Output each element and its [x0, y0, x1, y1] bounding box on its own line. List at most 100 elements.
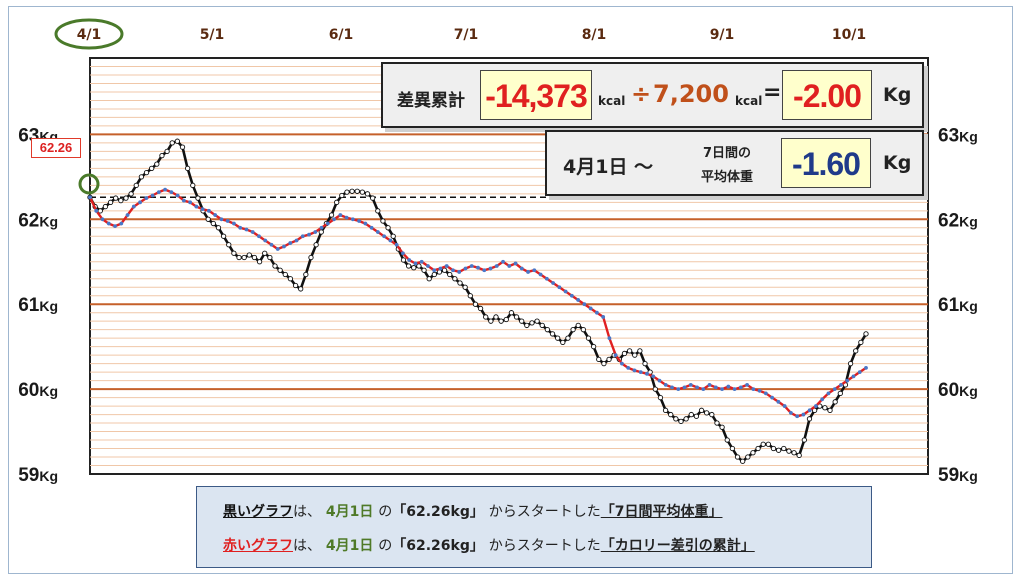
series-black-point — [585, 335, 592, 341]
series-black-point — [267, 254, 273, 261]
kg-unit-2: Kg — [883, 152, 912, 174]
series-red-point — [213, 213, 218, 217]
series-black-point — [380, 218, 386, 224]
series-black-point — [462, 284, 468, 290]
series-black-point — [231, 250, 237, 256]
series-black-point — [107, 199, 114, 205]
series-red-point — [269, 242, 274, 247]
series-red-point — [88, 195, 92, 200]
series-red-point — [388, 238, 393, 243]
series-red-point — [563, 289, 568, 294]
series-black-point — [827, 407, 833, 413]
x-tick-label: 6/1 — [329, 27, 354, 43]
series-black-point — [246, 252, 252, 258]
series-red-point — [569, 293, 574, 298]
start-value-1: 「62.26kg」 — [392, 504, 484, 520]
series-black-point — [385, 225, 391, 231]
series-red-point — [125, 213, 130, 217]
series-red-point — [688, 382, 693, 387]
series-black-point — [693, 413, 700, 419]
series-red-point — [701, 387, 706, 392]
series-black-point — [159, 152, 165, 159]
series-black-point — [467, 293, 473, 299]
series-red-point — [726, 384, 731, 389]
particle-no-2: の — [378, 538, 393, 554]
series-black-point — [195, 195, 201, 201]
series-black-point — [704, 410, 710, 416]
start-value-tag: 62.26 — [31, 138, 81, 158]
series-black-point — [431, 271, 437, 278]
series-black-point — [303, 271, 309, 278]
series-black-point — [344, 189, 350, 195]
series-black-point — [575, 322, 581, 329]
series-black-point — [781, 445, 787, 452]
series-black-point — [313, 242, 319, 248]
series-red-point — [394, 242, 399, 247]
series-black-point — [272, 263, 278, 269]
series-black-point — [277, 267, 283, 273]
series-red-point — [482, 268, 487, 273]
series-black-point — [760, 441, 766, 447]
series-red-point — [194, 204, 199, 209]
series-layer — [87, 138, 869, 464]
series-red-point — [519, 266, 524, 271]
series-black-point — [472, 301, 479, 307]
series-red-point — [864, 365, 868, 370]
series-black-point — [632, 352, 638, 358]
series-black-point — [262, 250, 268, 256]
series-black-point — [133, 182, 139, 188]
series-red-point — [313, 230, 318, 234]
series-black-point — [688, 411, 694, 418]
series-red-point — [432, 268, 437, 273]
series-red-point — [94, 208, 99, 213]
particle-no-1: の — [378, 504, 393, 520]
series-red-point — [807, 408, 812, 413]
equals-sign: = — [763, 80, 782, 105]
series-red-point — [763, 391, 768, 396]
series-black-point — [421, 267, 427, 273]
series-red-point — [695, 385, 699, 390]
series-black-point — [606, 356, 612, 363]
series-black-point — [334, 199, 340, 205]
series-red-point — [557, 285, 562, 290]
series-red-point — [451, 268, 455, 273]
series-black-point — [236, 254, 242, 261]
series-black-point — [662, 407, 669, 413]
legend-line-black: 黒いグラフは、 4月1日 の「62.26kg」 からスタートした「7日間平均体重… — [223, 501, 722, 521]
series-black-point — [113, 195, 119, 201]
series-red-point — [538, 272, 543, 277]
x-tick-label: 4/1 — [77, 27, 102, 43]
series-red-point — [789, 410, 793, 415]
series-black-point — [770, 445, 777, 452]
series-black-point — [493, 314, 499, 320]
x-tick-label: 7/1 — [454, 27, 479, 43]
series-black-point — [755, 445, 761, 452]
series-black-point — [734, 454, 741, 460]
series-black-point — [544, 327, 551, 333]
series-black-point — [457, 280, 463, 286]
series-red-point — [551, 281, 555, 285]
series-black-point — [596, 356, 602, 363]
series-red-point — [588, 306, 593, 311]
series-black-point — [678, 418, 684, 425]
series-black-point — [226, 242, 232, 248]
series-red-point — [832, 387, 837, 392]
series-black-point — [508, 310, 515, 316]
series-red-point — [219, 217, 224, 222]
series-red-point — [357, 219, 361, 223]
legend-box: 黒いグラフは、 4月1日 の「62.26kg」 からスタートした「7日間平均体重… — [196, 486, 872, 568]
series-black-point — [318, 229, 324, 235]
black-desc: 「7日間平均体重」 — [600, 504, 723, 520]
series-red-point — [663, 382, 668, 387]
series-red-point — [169, 190, 174, 195]
cumulative-kcal-number: -14,373 — [485, 78, 588, 114]
series-red-point — [138, 200, 142, 205]
series-black-point — [447, 271, 453, 278]
series-black-point — [390, 233, 396, 239]
series-red-point — [651, 374, 656, 379]
series-red-point — [294, 238, 299, 243]
series-black-point — [765, 441, 772, 447]
series-red-point — [175, 193, 180, 198]
series-black-point — [714, 420, 720, 426]
series-red-point — [332, 217, 336, 222]
